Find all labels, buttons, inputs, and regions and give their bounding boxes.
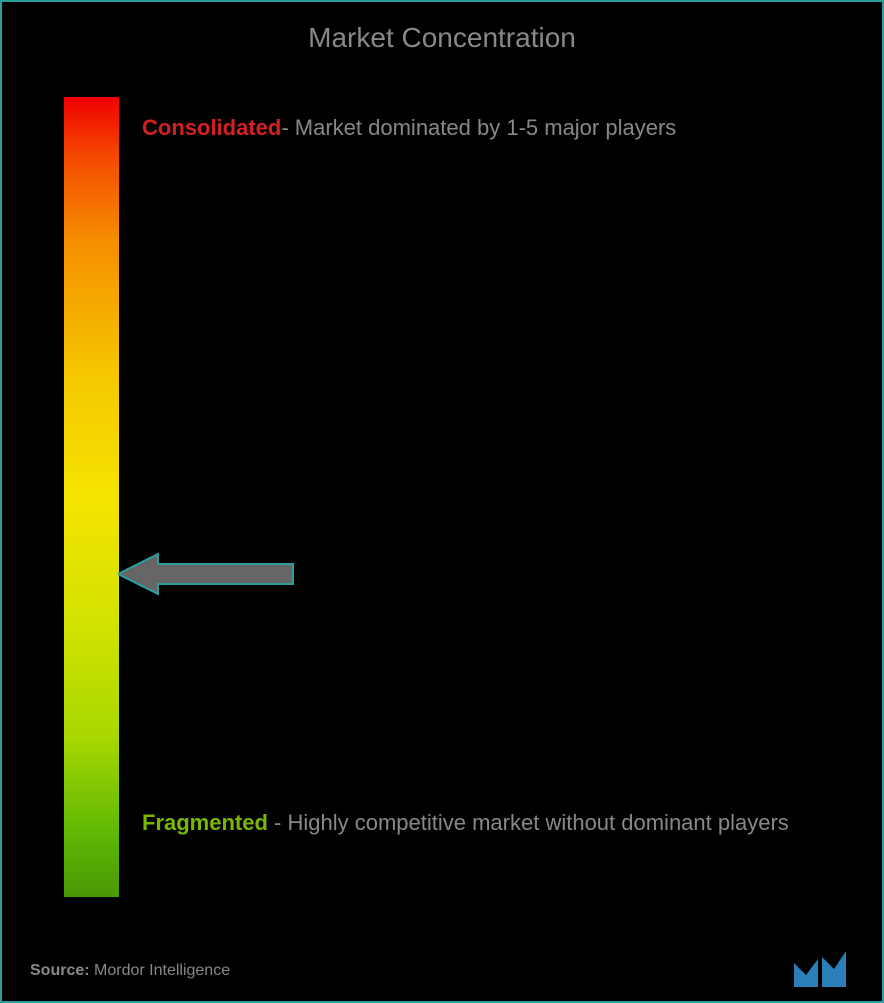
logo-bar-2-icon — [822, 951, 846, 987]
market-position-arrow — [118, 550, 298, 603]
fragmented-section: Fragmented - Highly competitive market w… — [142, 802, 862, 844]
fragmented-label: Fragmented — [142, 810, 268, 835]
consolidated-section: Consolidated- Market dominated by 1-5 ma… — [142, 107, 842, 149]
chart-title: Market Concentration — [2, 2, 882, 54]
source-text: Mordor Intelligence — [94, 962, 230, 979]
logo-bar-1-icon — [794, 959, 818, 987]
company-logo — [790, 947, 852, 996]
consolidated-label: Consolidated — [142, 115, 281, 140]
consolidated-description: - Market dominated by 1-5 major players — [281, 115, 676, 140]
source-label: Source: — [30, 962, 90, 979]
arrow-icon — [118, 554, 293, 594]
fragmented-description: - Highly competitive market without domi… — [268, 810, 789, 835]
concentration-gradient-bar — [64, 97, 119, 897]
source-attribution: Source: Mordor Intelligence — [30, 962, 230, 980]
